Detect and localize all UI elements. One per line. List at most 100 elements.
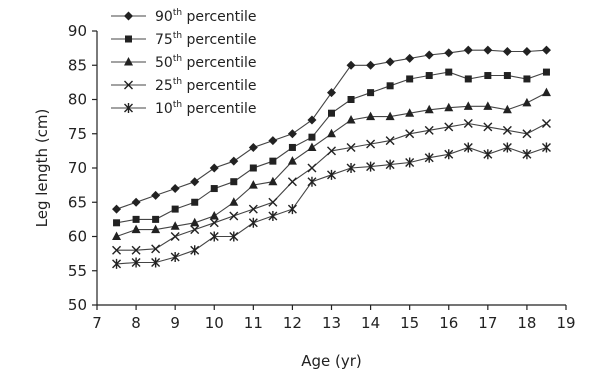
data-point <box>328 109 335 117</box>
legend-marker <box>124 103 133 113</box>
data-point <box>346 163 356 173</box>
legend-label-rest: percentile <box>182 55 256 71</box>
data-point <box>463 45 473 55</box>
x-tick-label: 9 <box>170 314 180 332</box>
data-point <box>229 156 239 166</box>
data-point <box>268 210 278 221</box>
data-point <box>385 111 395 121</box>
data-point <box>230 178 238 186</box>
data-point <box>170 252 180 263</box>
legend-label-sup: th <box>173 8 182 18</box>
data-point <box>269 157 277 165</box>
data-point <box>484 72 492 80</box>
y-tick-label: 90 <box>68 22 87 40</box>
data-point <box>170 232 180 241</box>
data-point <box>522 97 532 107</box>
data-point <box>366 111 376 121</box>
data-point <box>307 176 317 187</box>
legend-marker <box>124 80 133 90</box>
data-point <box>327 169 336 180</box>
data-point <box>444 122 454 132</box>
legend-item: 10th percentile <box>111 100 257 117</box>
data-point <box>541 87 551 97</box>
data-point <box>151 257 161 268</box>
x-tick-label: 19 <box>556 314 575 332</box>
data-point <box>151 224 161 234</box>
legend-label-sup: th <box>173 77 182 87</box>
data-point <box>445 68 453 76</box>
series-75th-percentile <box>113 68 550 227</box>
data-point <box>444 48 454 58</box>
legend-label-rest: percentile <box>182 78 256 94</box>
data-point <box>385 136 395 146</box>
legend-label-number: 75 <box>155 32 173 48</box>
x-tick-label: 8 <box>131 314 141 332</box>
data-point <box>542 68 550 76</box>
axes <box>92 30 567 310</box>
data-point <box>170 184 180 194</box>
data-point <box>307 142 317 151</box>
legend-item: 75th percentile <box>111 31 257 48</box>
data-point <box>190 217 200 227</box>
data-point <box>112 204 122 214</box>
data-point <box>366 60 376 70</box>
x-tick-label: 18 <box>517 314 536 332</box>
data-point <box>268 136 278 146</box>
y-tick-label: 55 <box>68 262 87 280</box>
series-layer <box>112 45 551 269</box>
legend-item: 25th percentile <box>111 77 257 94</box>
data-point <box>131 224 141 234</box>
data-point <box>131 197 141 207</box>
data-point <box>307 115 317 125</box>
data-point <box>405 129 415 139</box>
legend-label-number: 10 <box>155 101 173 117</box>
data-point <box>287 204 297 215</box>
data-point <box>152 215 160 223</box>
data-point <box>483 45 493 55</box>
legend-label-number: 50 <box>155 55 173 71</box>
legend-label-sup: th <box>173 31 182 41</box>
legend-marker <box>125 35 132 43</box>
data-point <box>113 219 121 227</box>
y-axis-title: Leg length (cm) <box>33 109 51 228</box>
data-point <box>405 53 415 63</box>
data-point <box>346 142 356 152</box>
data-point <box>190 245 200 256</box>
data-point <box>541 118 551 128</box>
y-tick-label: 65 <box>68 193 87 211</box>
legend-label-rest: percentile <box>182 32 256 48</box>
y-tick-label: 60 <box>68 228 87 246</box>
x-tick-label: 14 <box>361 314 380 332</box>
data-point <box>190 225 200 235</box>
data-point <box>424 104 434 114</box>
data-point <box>502 104 512 114</box>
legend-label-rest: percentile <box>182 9 256 25</box>
data-point <box>444 149 454 160</box>
legend-label-rest: percentile <box>182 101 256 117</box>
data-point <box>249 164 257 172</box>
data-point <box>346 60 356 70</box>
data-point <box>327 146 336 156</box>
x-tick-label: 11 <box>244 314 263 332</box>
series-50th-percentile <box>112 87 551 240</box>
data-point <box>209 163 219 173</box>
data-point <box>502 125 512 135</box>
x-tick-label: 13 <box>322 314 341 332</box>
legend-marker <box>124 57 133 66</box>
data-point <box>463 142 473 153</box>
data-point <box>132 215 140 223</box>
legend-item: 50th percentile <box>111 54 257 71</box>
data-point <box>151 244 161 254</box>
data-point <box>424 125 434 135</box>
data-point <box>307 163 317 173</box>
legend-label: 75th percentile <box>155 31 257 48</box>
data-point <box>171 205 179 213</box>
data-point <box>483 101 493 110</box>
legend-label-number: 90 <box>155 9 173 25</box>
data-point <box>131 257 141 268</box>
data-point <box>346 115 356 124</box>
series-10th-percentile <box>112 142 551 269</box>
y-tick-label: 70 <box>68 159 87 177</box>
data-point <box>522 129 532 139</box>
